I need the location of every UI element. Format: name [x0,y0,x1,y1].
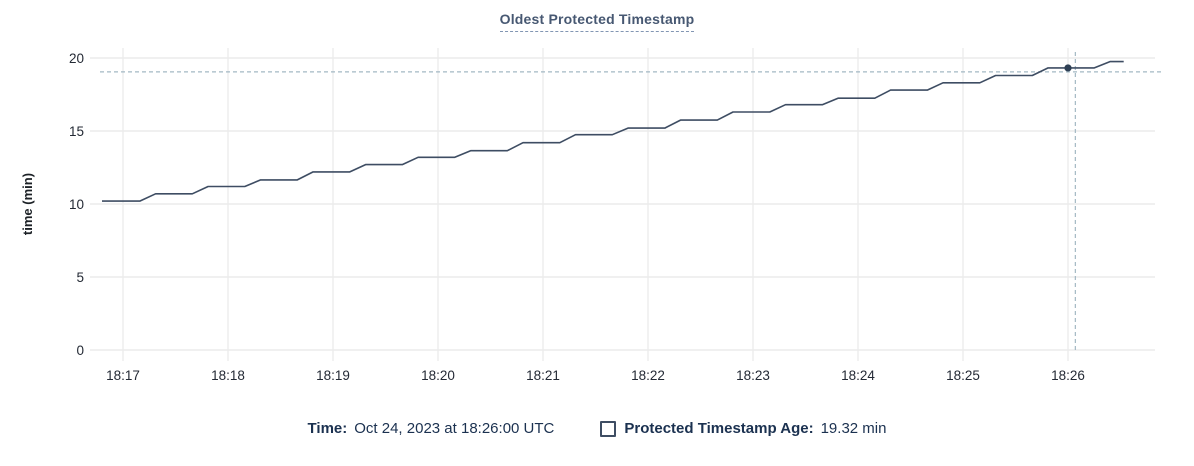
legend-series-label: Protected Timestamp Age: [624,420,814,437]
x-tick-label: 18:24 [841,368,875,383]
y-tick-label: 15 [69,124,84,139]
legend-series-value: 19.32 min [820,420,887,437]
chart-hover-legend: Time: Oct 24, 2023 at 18:26:00 UTC Protec… [0,420,1194,437]
y-tick-label: 5 [76,270,84,285]
y-axis-title: time (min) [20,173,35,235]
x-tick-label: 18:26 [1051,368,1085,383]
hover-data-point [1064,64,1072,72]
y-tick-label: 0 [76,343,84,358]
legend-time-label: Time: [307,420,348,437]
x-tick-label: 18:18 [211,368,245,383]
x-tick-label: 18:21 [526,368,560,383]
chart-title-row: Oldest Protected Timestamp [0,11,1194,32]
chart-title[interactable]: Oldest Protected Timestamp [499,11,695,32]
legend-time-value: Oct 24, 2023 at 18:26:00 UTC [354,420,555,437]
x-tick-label: 18:25 [946,368,980,383]
y-tick-label: 10 [69,197,84,212]
x-tick-label: 18:20 [421,368,455,383]
x-tick-label: 18:17 [106,368,140,383]
series-line [102,60,1124,202]
x-tick-label: 18:19 [316,368,350,383]
y-tick-label: 20 [69,51,84,66]
timeseries-chart[interactable]: 0 5 10 15 20 18:17 18:18 18:19 18:20 18:21 18:22 18… [0,0,1194,400]
series-toggle-checkbox[interactable] [600,420,617,437]
x-tick-label: 18:23 [736,368,770,383]
x-tick-label: 18:22 [631,368,665,383]
